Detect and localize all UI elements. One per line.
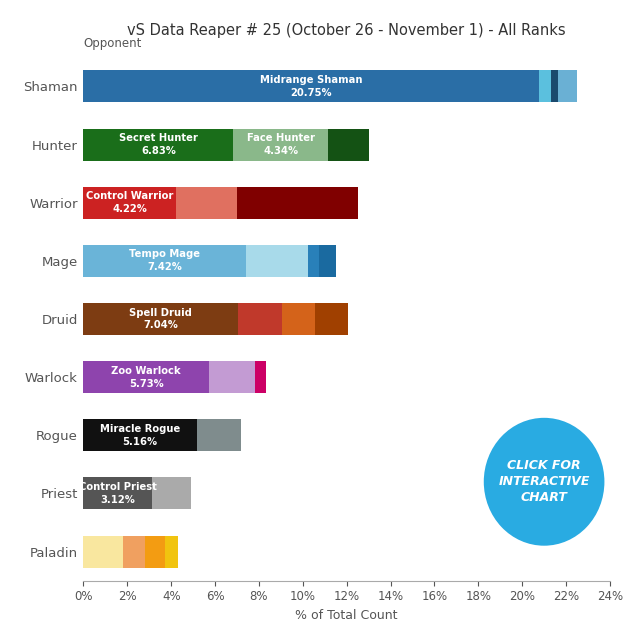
Title: vS Data Reaper # 25 (October 26 - November 1) - All Ranks: vS Data Reaper # 25 (October 26 - Novemb… bbox=[127, 23, 566, 38]
Text: Tempo Mage
7.42%: Tempo Mage 7.42% bbox=[129, 249, 200, 272]
Text: Midrange Shaman
20.75%: Midrange Shaman 20.75% bbox=[260, 75, 362, 98]
Text: Miracle Rogue
5.16%: Miracle Rogue 5.16% bbox=[100, 424, 180, 447]
Bar bbox=[196, 419, 241, 451]
Bar bbox=[83, 477, 152, 509]
Bar bbox=[238, 187, 281, 219]
Bar bbox=[247, 245, 308, 277]
Bar bbox=[145, 535, 164, 568]
Text: Face Hunter
4.34%: Face Hunter 4.34% bbox=[247, 133, 315, 156]
Bar bbox=[329, 129, 369, 161]
Bar bbox=[539, 71, 551, 103]
Bar bbox=[83, 187, 176, 219]
Bar bbox=[256, 361, 266, 393]
Bar bbox=[238, 303, 282, 335]
Bar bbox=[318, 245, 336, 277]
Bar bbox=[559, 71, 577, 103]
Bar bbox=[281, 187, 358, 219]
Bar bbox=[83, 71, 539, 103]
Bar bbox=[282, 303, 315, 335]
Bar bbox=[164, 535, 178, 568]
Text: CLICK FOR
INTERACTIVE
CHART: CLICK FOR INTERACTIVE CHART bbox=[498, 459, 590, 504]
Bar bbox=[83, 535, 123, 568]
Bar bbox=[123, 535, 145, 568]
Bar bbox=[83, 245, 247, 277]
Text: Opponent: Opponent bbox=[83, 36, 142, 50]
Bar bbox=[209, 361, 256, 393]
Bar bbox=[83, 361, 209, 393]
Ellipse shape bbox=[484, 418, 604, 545]
Bar bbox=[233, 129, 329, 161]
Text: Zoo Warlock
5.73%: Zoo Warlock 5.73% bbox=[112, 366, 181, 389]
Bar bbox=[152, 477, 191, 509]
Text: Spell Druid
7.04%: Spell Druid 7.04% bbox=[129, 308, 192, 330]
Bar bbox=[83, 129, 233, 161]
Text: Secret Hunter
6.83%: Secret Hunter 6.83% bbox=[119, 133, 198, 156]
Bar bbox=[83, 419, 196, 451]
Bar bbox=[83, 303, 238, 335]
Bar bbox=[551, 71, 559, 103]
X-axis label: % of Total Count: % of Total Count bbox=[295, 609, 398, 622]
Bar bbox=[315, 303, 347, 335]
Text: Control Warrior
4.22%: Control Warrior 4.22% bbox=[86, 191, 173, 214]
Bar bbox=[176, 187, 238, 219]
Bar bbox=[308, 245, 318, 277]
Text: Control Priest
3.12%: Control Priest 3.12% bbox=[79, 482, 157, 505]
